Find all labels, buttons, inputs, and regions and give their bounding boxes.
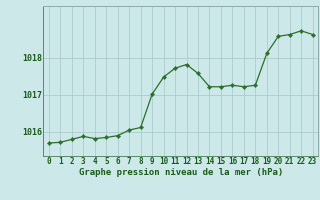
X-axis label: Graphe pression niveau de la mer (hPa): Graphe pression niveau de la mer (hPa) [79, 168, 283, 177]
